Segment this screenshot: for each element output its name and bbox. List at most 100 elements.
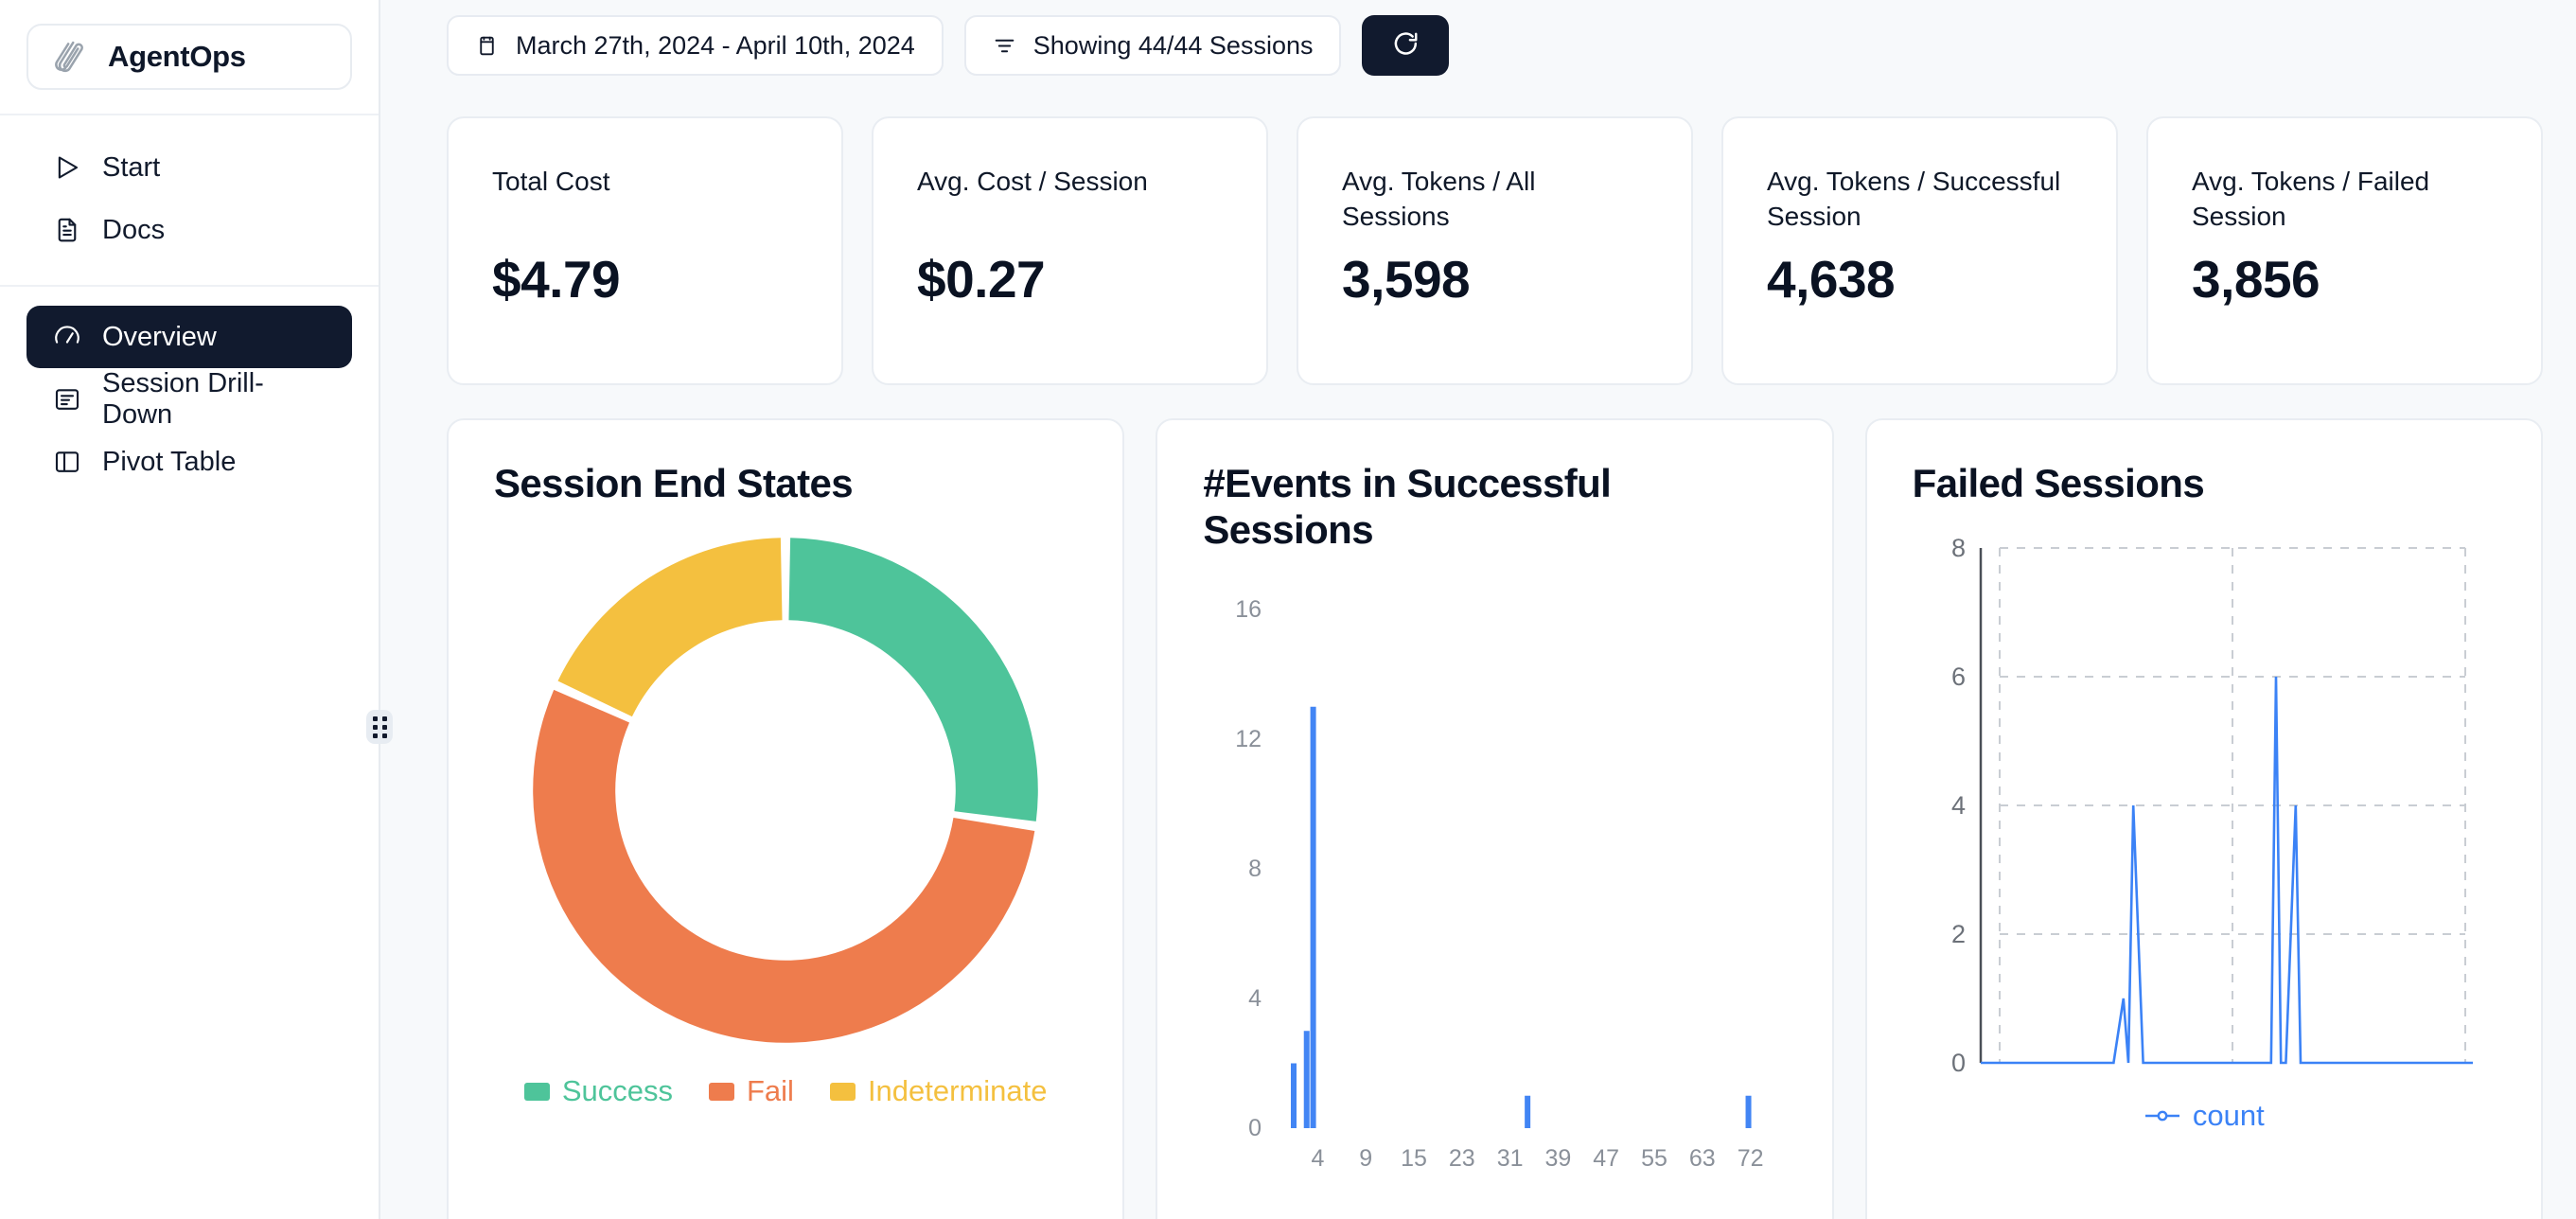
sessions-filter-button[interactable]: Showing 44/44 Sessions: [963, 15, 1342, 76]
brand-name: AgentOps: [108, 40, 246, 73]
chart-title: Session End States: [494, 461, 854, 505]
bar[interactable]: [1304, 1031, 1311, 1129]
filter-icon: [993, 34, 1016, 58]
x-axis-tick: 39: [1545, 1145, 1572, 1172]
chart-card-failed-sessions: Failed Sessions 0 2 4 6 8 count: [1864, 418, 2543, 1219]
metric-label: Avg. Cost / Session: [917, 167, 1148, 196]
y-axis-tick: 12: [1236, 726, 1262, 752]
gauge-icon: [53, 323, 81, 351]
metric-value: $4.79: [492, 250, 621, 309]
sessions-filter-label: Showing 44/44 Sessions: [1032, 30, 1314, 60]
date-range-button[interactable]: March 27th, 2024 - April 10th, 2024: [447, 15, 944, 76]
sidebar-item-label: Session Drill-Down: [102, 368, 264, 430]
sidebar-item-docs[interactable]: Docs: [26, 199, 352, 261]
sidebar-nav-primary: Start Docs: [26, 115, 352, 261]
legend-item-success[interactable]: Success: [523, 1074, 673, 1108]
y-axis-tick: 6: [1951, 662, 1966, 691]
metric-card-total-cost: Total Cost $4.79: [447, 116, 843, 385]
x-axis-tick: 55: [1641, 1145, 1667, 1172]
sidebar-item-label: Pivot Table: [102, 446, 237, 477]
document-text-icon: [53, 216, 81, 244]
metric-label: Avg. Tokens / Failed Session: [2192, 167, 2430, 232]
x-axis-tick: 15: [1401, 1145, 1427, 1172]
metric-label: Avg. Tokens / Successful Session: [1767, 167, 2061, 232]
session-end-states-donut[interactable]: [511, 516, 1060, 1065]
sidebar-item-start[interactable]: Start: [26, 136, 352, 199]
grip-dots-icon: [372, 716, 387, 738]
metric-card-avg-cost-per-session: Avg. Cost / Session $0.27: [872, 116, 1268, 385]
bar[interactable]: [1291, 1063, 1297, 1129]
sidebar-item-pivot-table[interactable]: Pivot Table: [26, 431, 352, 493]
donut-legend: Success Fail Indeterminate: [523, 1074, 1048, 1108]
x-axis-tick: 23: [1449, 1145, 1475, 1172]
legend-swatch-indeterminate: [829, 1082, 856, 1101]
y-axis-tick: 2: [1951, 920, 1966, 948]
sidebar-nav-secondary: Overview Session Drill-Down Pivot Table: [26, 287, 352, 493]
metric-label: Total Cost: [492, 167, 610, 196]
sidebar-item-label: Docs: [102, 214, 166, 245]
main-content: March 27th, 2024 - April 10th, 2024 Show…: [380, 0, 2576, 1219]
legend-label: count: [2192, 1099, 2265, 1133]
metric-value: 4,638: [1767, 250, 1896, 309]
charts-row: Session End States Success Fail: [380, 385, 2576, 1219]
paperclip-logo-icon: [53, 39, 89, 75]
refresh-button[interactable]: [1362, 15, 1450, 76]
legend-item-fail[interactable]: Fail: [708, 1074, 794, 1108]
x-axis-tick: 72: [1738, 1145, 1764, 1172]
y-axis-tick: 8: [1951, 534, 1966, 562]
sidebar-divider-2: [0, 285, 379, 287]
donut-slice-fail[interactable]: [533, 689, 1035, 1043]
metric-card-avg-tokens-failed-session: Avg. Tokens / Failed Session 3,856: [2146, 116, 2543, 385]
legend-label: Fail: [746, 1074, 794, 1108]
sidebar-resize-handle[interactable]: [366, 710, 393, 744]
donut-slice-indeterminate[interactable]: [557, 538, 783, 717]
metric-label: Avg. Tokens / All Sessions: [1342, 167, 1536, 232]
metrics-row: Total Cost $4.79 Avg. Cost / Session $0.…: [380, 83, 2576, 385]
y-axis-tick: 0: [1951, 1049, 1966, 1077]
legend-label: Indeterminate: [867, 1074, 1048, 1108]
line-marker-icon: [2144, 1108, 2181, 1123]
sidebar-item-label: Overview: [102, 321, 217, 352]
failed-sessions-line-chart[interactable]: 0 2 4 6 8: [1913, 523, 2496, 1091]
legend-swatch-fail: [708, 1082, 734, 1101]
legend-swatch-success: [523, 1082, 550, 1101]
chart-title: #Events in Successful Sessions: [1203, 461, 1612, 553]
donut-chart-wrap: Success Fail Indeterminate: [494, 516, 1077, 1108]
y-axis-tick: 8: [1248, 856, 1262, 882]
events-bar-chart[interactable]: 0 4 8 12 16 4 9 15 23 31 39 47 55 63 72: [1203, 577, 1786, 1183]
sidebar: AgentOps Start Docs: [0, 0, 393, 1219]
bar[interactable]: [1745, 1096, 1752, 1129]
bar[interactable]: [1310, 707, 1316, 1129]
legend-label: Success: [561, 1074, 673, 1108]
y-axis-tick: 0: [1248, 1115, 1262, 1141]
sidebar-item-label: Start: [102, 151, 161, 183]
y-axis-tick: 16: [1236, 596, 1262, 623]
legend-item-indeterminate[interactable]: Indeterminate: [829, 1074, 1048, 1108]
metric-value: $0.27: [917, 250, 1046, 309]
columns-icon: [53, 448, 81, 476]
sidebar-item-session-drill-down[interactable]: Session Drill-Down: [26, 368, 352, 431]
y-axis-tick: 4: [1248, 985, 1262, 1012]
y-axis-tick: 4: [1951, 791, 1966, 820]
brand-button[interactable]: AgentOps: [26, 24, 352, 90]
metric-card-avg-tokens-successful-session: Avg. Tokens / Successful Session 4,638: [1721, 116, 2118, 385]
metric-card-avg-tokens-all-sessions: Avg. Tokens / All Sessions 3,598: [1297, 116, 1693, 385]
bar[interactable]: [1525, 1096, 1531, 1129]
x-axis-tick: 31: [1497, 1145, 1524, 1172]
metric-value: 3,856: [2192, 250, 2320, 309]
x-axis-tick: 47: [1594, 1145, 1620, 1172]
x-axis-tick: 63: [1689, 1145, 1716, 1172]
chart-card-session-end-states: Session End States Success Fail: [447, 418, 1125, 1219]
sidebar-item-overview[interactable]: Overview: [26, 306, 352, 368]
x-axis-tick: 9: [1360, 1145, 1373, 1172]
line-series-count[interactable]: [1980, 677, 2473, 1065]
list-panel-icon: [53, 385, 81, 414]
x-axis-tick: 4: [1312, 1145, 1325, 1172]
donut-slice-success[interactable]: [788, 538, 1038, 822]
chart-title: Failed Sessions: [1912, 461, 2205, 505]
failed-sessions-legend[interactable]: count: [1913, 1099, 2496, 1133]
chart-card-events-in-successful-sessions: #Events in Successful Sessions 0 4 8 12 16 4 9…: [1156, 418, 1834, 1219]
toolbar: March 27th, 2024 - April 10th, 2024 Show…: [380, 0, 2576, 83]
play-triangle-icon: [53, 153, 81, 182]
